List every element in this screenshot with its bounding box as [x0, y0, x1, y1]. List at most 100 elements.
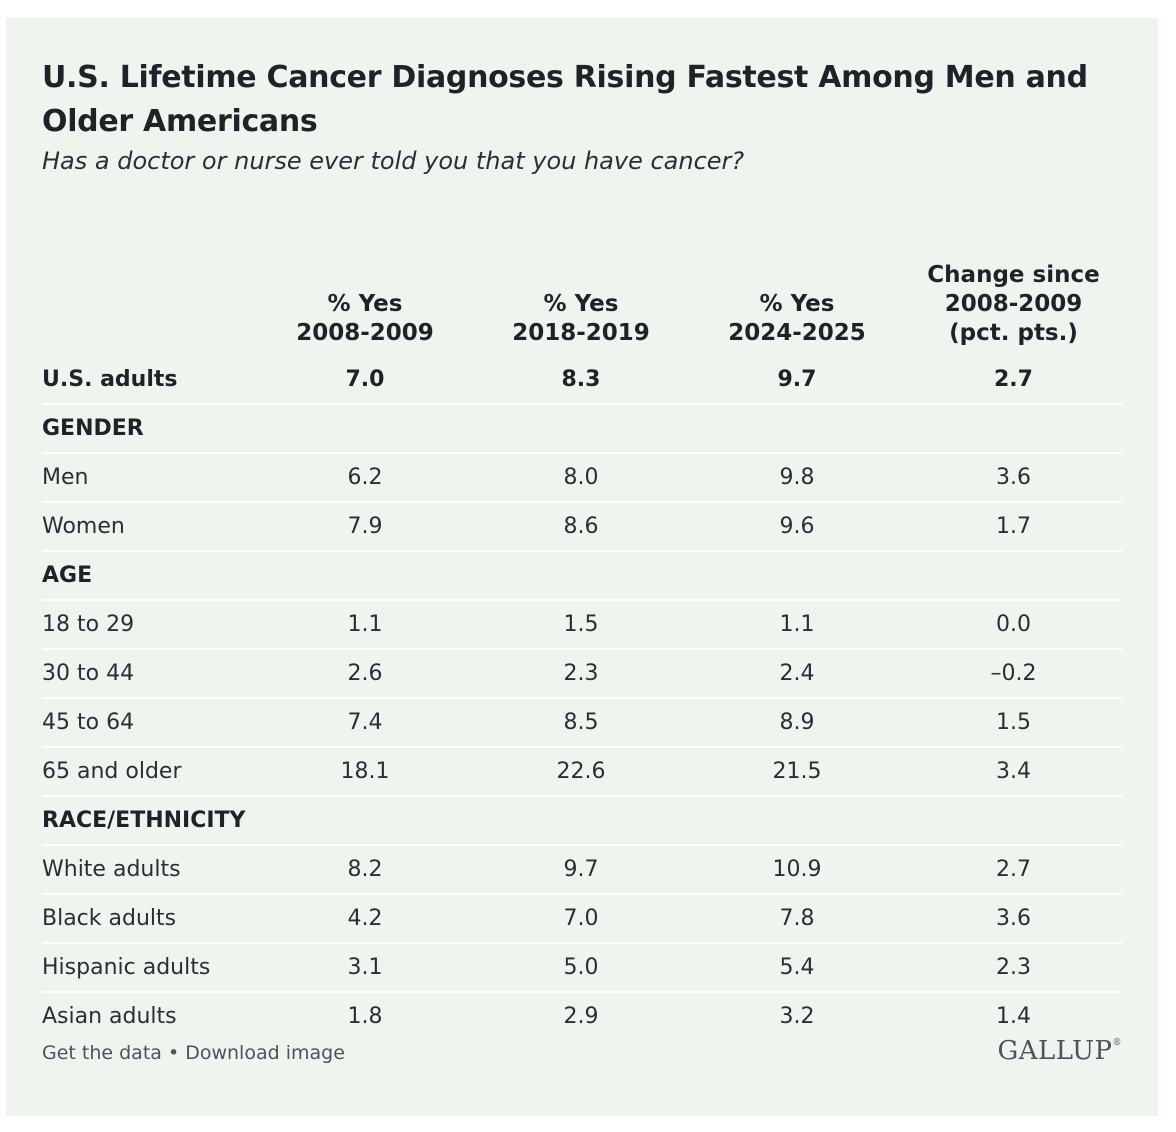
row-label: 65 and older	[42, 747, 257, 797]
empty-cell	[473, 404, 689, 454]
row-label: Women	[42, 502, 257, 552]
value-cell: 2.4	[689, 649, 905, 699]
table-row: White adults 8.2 9.7 10.9 2.7	[42, 845, 1122, 895]
gallup-logo-text: GALLUP	[997, 1036, 1113, 1066]
change-value-cell: 1.4	[996, 1004, 1031, 1029]
header-col-2-line-2: 2018-2019	[512, 320, 650, 346]
value-cell: 1.5	[473, 600, 689, 650]
table-row: 30 to 44 2.6 2.3 2.4 –0.2	[42, 649, 1122, 699]
header-col-2: % Yes 2018-2019	[473, 240, 689, 356]
row-label: U.S. adults	[42, 356, 257, 405]
row-label: White adults	[42, 845, 257, 895]
empty-cell	[473, 796, 689, 846]
value-cell: 8.6	[473, 502, 689, 552]
empty-cell	[905, 796, 1122, 846]
registered-mark: ®	[1112, 1038, 1122, 1048]
header-col-4-line-1: Change since	[927, 262, 1100, 288]
get-data-link[interactable]: Get the data	[42, 1042, 162, 1064]
table-row: Asian adults 1.8 2.9 3.2 1.4	[42, 992, 1122, 1040]
row-label: Hispanic adults	[42, 943, 257, 993]
change-value-cell: 3.6	[905, 894, 1122, 944]
value-cell: 22.6	[473, 747, 689, 797]
value-cell: 18.1	[257, 747, 473, 797]
table-row: Women 7.9 8.6 9.6 1.7	[42, 502, 1122, 552]
value-cell: 9.7	[689, 356, 905, 405]
value-cell: 3.1	[257, 943, 473, 993]
header-col-1-line-1: % Yes	[327, 291, 403, 317]
table-row: Hispanic adults 3.1 5.0 5.4 2.3	[42, 943, 1122, 993]
empty-cell	[689, 404, 905, 454]
value-cell: 8.3	[473, 356, 689, 405]
empty-cell	[473, 551, 689, 601]
value-cell: 7.8	[689, 894, 905, 944]
header-col-4-line-2: 2008-2009	[944, 291, 1083, 317]
value-cell: 21.5	[689, 747, 905, 797]
change-value-cell: 2.7	[905, 356, 1122, 405]
value-cell: 7.0	[473, 894, 689, 944]
value-cell: 9.7	[473, 845, 689, 895]
value-cell: 9.6	[689, 502, 905, 552]
table-row: Black adults 4.2 7.0 7.8 3.6	[42, 894, 1122, 944]
section-label: GENDER	[42, 404, 257, 454]
value-cell: 8.2	[257, 845, 473, 895]
header-col-1-line-2: 2008-2009	[296, 320, 434, 346]
row-label: Asian adults	[42, 1004, 177, 1029]
change-value-cell: 2.7	[905, 845, 1122, 895]
download-image-link[interactable]: Download image	[185, 1042, 345, 1064]
row-label: 45 to 64	[42, 698, 257, 748]
data-table: % Yes 2008-2009 % Yes 2018-2019 % Yes 20…	[42, 240, 1122, 1040]
section-header-row: AGE	[42, 551, 1122, 601]
value-cell: 8.0	[473, 453, 689, 503]
value-cell: 7.0	[257, 356, 473, 405]
table-row: 18 to 29 1.1 1.5 1.1 0.0	[42, 600, 1122, 650]
value-cell: 5.4	[689, 943, 905, 993]
value-cell: 4.2	[257, 894, 473, 944]
chart-card: U.S. Lifetime Cancer Diagnoses Rising Fa…	[6, 18, 1158, 1116]
header-label-column	[42, 240, 257, 356]
row-label: Black adults	[42, 894, 257, 944]
value-cell: 2.6	[257, 649, 473, 699]
header-row: % Yes 2008-2009 % Yes 2018-2019 % Yes 20…	[42, 240, 1122, 356]
value-cell: 1.1	[689, 600, 905, 650]
section-label: RACE/ETHNICITY	[42, 796, 257, 846]
header-col-4-line-3: (pct. pts.)	[949, 320, 1078, 346]
empty-cell	[689, 796, 905, 846]
change-value-cell: 3.6	[905, 453, 1122, 503]
change-value-cell: 3.4	[905, 747, 1122, 797]
table-body: U.S. adults 7.0 8.3 9.7 2.7 GENDER Men 6.2 8.0 9.…	[42, 356, 1122, 1040]
value-cell: 3.2	[779, 1004, 815, 1029]
header-col-4: Change since 2008-2009 (pct. pts.)	[905, 240, 1122, 356]
value-cell: 9.8	[689, 453, 905, 503]
empty-cell	[257, 796, 473, 846]
chart-subtitle: Has a doctor or nurse ever told you that…	[42, 147, 745, 175]
value-cell: 7.9	[257, 502, 473, 552]
table-row: 45 to 64 7.4 8.5 8.9 1.5	[42, 698, 1122, 748]
section-label: AGE	[42, 551, 257, 601]
change-value-cell: 2.3	[905, 943, 1122, 993]
value-cell: 8.5	[473, 698, 689, 748]
change-value-cell: 1.7	[905, 502, 1122, 552]
header-col-3-line-1: % Yes	[759, 291, 835, 317]
table-row: 65 and older 18.1 22.6 21.5 3.4	[42, 747, 1122, 797]
section-header-row: RACE/ETHNICITY	[42, 796, 1122, 846]
gallup-logo: GALLUP®	[997, 1036, 1122, 1066]
value-cell: 6.2	[257, 453, 473, 503]
footer-links: Get the data • Download image	[42, 1042, 345, 1064]
value-cell: 8.9	[689, 698, 905, 748]
table-row: Men 6.2 8.0 9.8 3.6	[42, 453, 1122, 503]
empty-cell	[257, 551, 473, 601]
value-cell: 7.4	[257, 698, 473, 748]
value-cell: 2.9	[563, 1004, 599, 1029]
empty-cell	[905, 404, 1122, 454]
change-value-cell: 1.5	[905, 698, 1122, 748]
header-col-2-line-1: % Yes	[543, 291, 619, 317]
chart-title: U.S. Lifetime Cancer Diagnoses Rising Fa…	[42, 60, 1088, 139]
change-value-cell: 0.0	[905, 600, 1122, 650]
row-label: 18 to 29	[42, 600, 257, 650]
empty-cell	[257, 404, 473, 454]
empty-cell	[689, 551, 905, 601]
value-cell: 5.0	[473, 943, 689, 993]
header-col-3: % Yes 2024-2025	[689, 240, 905, 356]
section-header-row: GENDER	[42, 404, 1122, 454]
value-cell: 2.3	[473, 649, 689, 699]
